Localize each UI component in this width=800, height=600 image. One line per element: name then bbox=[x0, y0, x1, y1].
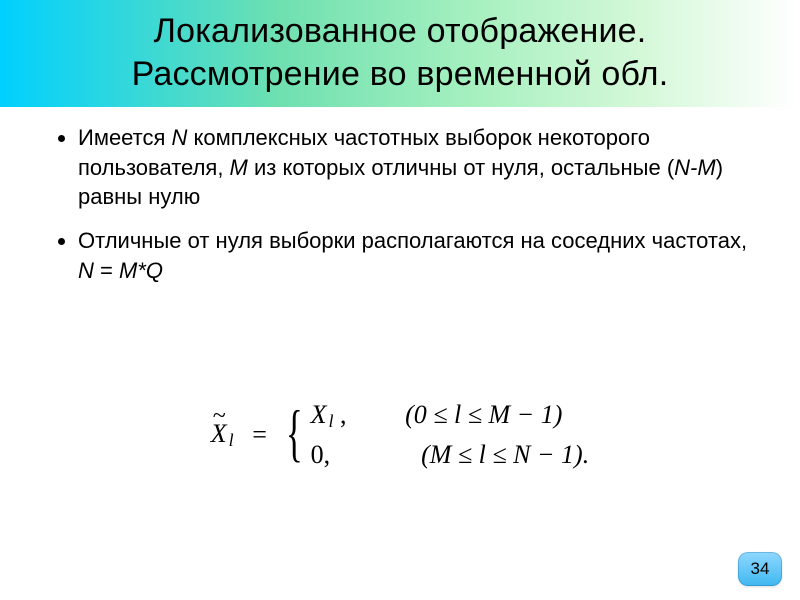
title-band: Локализованное отображение. Рассмотрение… bbox=[0, 0, 800, 107]
text-fragment: Имеется bbox=[78, 125, 172, 150]
title-line-2: Рассмотрение во временной обл. bbox=[132, 55, 669, 93]
formula-cases: Xl , (0 ≤ l ≤ M − 1) 0, (M ≤ l ≤ N − 1). bbox=[311, 395, 590, 474]
text-fragment: , bbox=[333, 400, 346, 429]
text-fragment: из которых отличны от нуля, остальные ( bbox=[248, 155, 674, 180]
math-expr-NM: N-M bbox=[674, 155, 716, 180]
slide: Локализованное отображение. Рассмотрение… bbox=[0, 0, 800, 600]
brace-icon: { bbox=[286, 401, 303, 465]
case-row-2: 0, (M ≤ l ≤ N − 1). bbox=[311, 435, 590, 474]
bullet-item-2: Отличные от нуля выборки располагаются н… bbox=[78, 226, 750, 285]
case-2-condition: (M ≤ l ≤ N − 1). bbox=[377, 435, 589, 474]
formula: ~ Xl = { Xl , (0 ≤ l ≤ M − 1) 0, (M ≤ l … bbox=[211, 395, 589, 474]
math-var-X: X bbox=[311, 400, 327, 429]
content-area: Имеется N комплексных частотных выборок … bbox=[0, 107, 800, 285]
math-var-N: N bbox=[172, 125, 188, 150]
equals-sign: = bbox=[246, 420, 273, 450]
math-var-M: M bbox=[230, 155, 248, 180]
case-1-condition: (0 ≤ l ≤ M − 1) bbox=[377, 395, 562, 434]
text-fragment: Отличные от нуля выборки располагаются н… bbox=[78, 228, 747, 253]
formula-lhs: ~ Xl bbox=[211, 419, 240, 451]
formula-area: ~ Xl = { Xl , (0 ≤ l ≤ M − 1) 0, (M ≤ l … bbox=[0, 395, 800, 474]
bullet-item-1: Имеется N комплексных частотных выборок … bbox=[78, 123, 750, 212]
math-var-N: N bbox=[78, 258, 94, 283]
case-1-value: Xl , bbox=[311, 395, 371, 435]
case-row-1: Xl , (0 ≤ l ≤ M − 1) bbox=[311, 395, 590, 435]
case-2-value: 0, bbox=[311, 435, 371, 474]
math-sub-l: l bbox=[227, 430, 234, 450]
bullet-list: Имеется N комплексных частотных выборок … bbox=[50, 123, 750, 285]
math-expr-MQ: M*Q bbox=[119, 258, 163, 283]
text-fragment: = bbox=[94, 258, 119, 283]
tilde-accent: ~ bbox=[213, 403, 226, 430]
title-line-1: Локализованное отображение. bbox=[154, 12, 647, 50]
slide-title: Локализованное отображение. Рассмотрение… bbox=[30, 10, 770, 95]
page-number-badge: 34 bbox=[738, 552, 782, 586]
page-number: 34 bbox=[751, 559, 770, 579]
